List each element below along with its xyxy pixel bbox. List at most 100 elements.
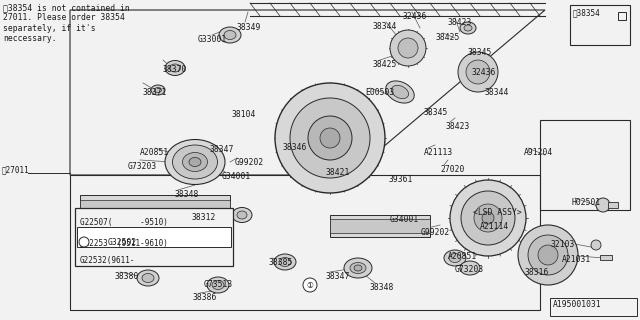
Ellipse shape (279, 258, 291, 267)
Ellipse shape (354, 265, 362, 271)
Text: ‸38354 is not contained in
27011. Please order 38354
separately, if it's
neccess: ‸38354 is not contained in 27011. Please… (3, 3, 130, 43)
Text: 38380: 38380 (115, 272, 140, 281)
Text: G99202: G99202 (235, 158, 264, 167)
Text: G34001: G34001 (390, 215, 419, 224)
Text: 38421: 38421 (326, 168, 350, 177)
Text: 38348: 38348 (175, 190, 200, 199)
Text: 38425: 38425 (373, 60, 397, 69)
Text: 38344: 38344 (485, 88, 509, 97)
Circle shape (474, 204, 502, 232)
Bar (80, 195, 230, 223)
Text: G34001: G34001 (222, 172, 252, 181)
Ellipse shape (129, 240, 151, 256)
Ellipse shape (219, 27, 241, 43)
Ellipse shape (449, 253, 461, 262)
Text: A21113: A21113 (424, 148, 453, 157)
Text: 38371: 38371 (143, 88, 168, 97)
Text: G22532(9611-: G22532(9611- (80, 256, 136, 265)
Ellipse shape (151, 85, 165, 95)
Text: 38104: 38104 (232, 110, 257, 119)
Ellipse shape (170, 64, 180, 72)
Text: 38347: 38347 (326, 272, 350, 281)
Ellipse shape (464, 25, 472, 31)
Text: A195001031: A195001031 (553, 300, 602, 309)
Circle shape (538, 245, 558, 265)
Text: 38347: 38347 (210, 145, 234, 154)
Text: G73203: G73203 (455, 265, 484, 274)
Circle shape (518, 225, 578, 285)
Text: 27020: 27020 (440, 165, 465, 174)
Ellipse shape (165, 60, 185, 76)
Ellipse shape (137, 270, 159, 286)
Ellipse shape (460, 261, 480, 275)
Text: 38346: 38346 (283, 143, 307, 152)
Text: G73203: G73203 (128, 162, 157, 171)
Circle shape (461, 191, 515, 245)
Circle shape (398, 38, 418, 58)
Text: 38423: 38423 (448, 18, 472, 27)
Ellipse shape (154, 87, 161, 92)
Bar (77, 227, 231, 247)
Text: 32103: 32103 (551, 240, 575, 249)
Text: 38348: 38348 (370, 283, 394, 292)
Text: G73513: G73513 (204, 280, 233, 289)
Circle shape (290, 98, 370, 178)
Text: 38344: 38344 (373, 22, 397, 31)
Ellipse shape (207, 277, 229, 293)
Bar (608, 202, 618, 208)
Bar (550, 298, 637, 316)
Ellipse shape (392, 85, 408, 99)
Text: 38349: 38349 (237, 23, 261, 32)
Text: A21114: A21114 (480, 222, 509, 231)
Circle shape (450, 180, 526, 256)
Text: 38385: 38385 (269, 258, 293, 267)
Text: A20851: A20851 (140, 148, 169, 157)
Text: 38312: 38312 (192, 213, 216, 222)
Bar (330, 215, 430, 237)
Ellipse shape (460, 22, 476, 34)
Ellipse shape (134, 244, 146, 252)
Text: G22507(      -9510): G22507( -9510) (80, 218, 168, 227)
Text: 38370: 38370 (163, 65, 188, 74)
Bar (540, 120, 630, 210)
Text: G32502: G32502 (108, 238, 137, 247)
Circle shape (308, 116, 352, 160)
Ellipse shape (274, 254, 296, 270)
Ellipse shape (189, 157, 201, 166)
Text: 38386: 38386 (193, 293, 218, 302)
Bar (75, 208, 233, 266)
Ellipse shape (142, 274, 154, 283)
Ellipse shape (212, 281, 224, 290)
Text: A20851: A20851 (448, 252, 477, 261)
Text: 38423: 38423 (446, 122, 470, 131)
Text: 32436: 32436 (403, 12, 428, 21)
Circle shape (458, 52, 498, 92)
Text: ‸27011: ‸27011 (2, 165, 29, 174)
Text: G99202: G99202 (421, 228, 451, 237)
Text: <LSD ASSY>: <LSD ASSY> (473, 208, 522, 217)
Circle shape (596, 198, 610, 212)
Ellipse shape (173, 145, 218, 179)
Text: E00503: E00503 (365, 88, 394, 97)
Circle shape (320, 128, 340, 148)
Ellipse shape (232, 207, 252, 222)
Circle shape (591, 240, 601, 250)
Text: 38345: 38345 (468, 48, 492, 57)
Ellipse shape (182, 153, 207, 172)
Circle shape (303, 278, 317, 292)
Text: 38425: 38425 (436, 33, 460, 42)
Text: ①G2253  (9511-9610): ①G2253 (9511-9610) (80, 238, 168, 247)
Text: 32436: 32436 (472, 68, 497, 77)
Text: H02501: H02501 (571, 198, 600, 207)
Bar (618, 12, 626, 20)
Text: ①: ① (307, 281, 314, 290)
Circle shape (79, 237, 89, 247)
Ellipse shape (165, 140, 225, 185)
Ellipse shape (237, 211, 247, 219)
Circle shape (275, 83, 385, 193)
Text: G33001: G33001 (198, 35, 227, 44)
Bar (80, 200, 230, 218)
Bar (600, 255, 612, 260)
Ellipse shape (344, 258, 372, 278)
Text: 38345: 38345 (424, 108, 449, 117)
